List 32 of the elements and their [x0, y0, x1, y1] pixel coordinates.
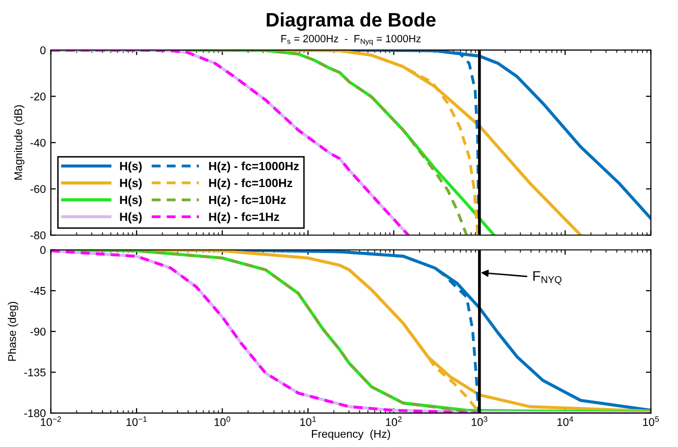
legend-label: H(s) — [120, 178, 142, 190]
legend-label: H(s) — [120, 212, 142, 224]
legend-label: H(z) - fc=1000Hz — [209, 162, 299, 173]
y-tick-label: 0 — [40, 46, 46, 54]
annotation: F$_{NYQ}$ — [533, 271, 562, 285]
y-tick-label: -180 — [24, 409, 46, 418]
y-tick-label: -60 — [30, 185, 46, 193]
x-tick-label: 10$^{4}$ — [557, 416, 574, 426]
y-tick-label: -40 — [30, 138, 46, 147]
y-tick-label: -135 — [24, 368, 46, 376]
x-tick-label: 10$^{5}$ — [643, 416, 659, 426]
x-tick-label: 10$^{0}$ — [214, 416, 230, 426]
y-tick-label: -45 — [30, 287, 46, 295]
x-tick-label: 10$^{3}$ — [472, 416, 488, 426]
legend-label: H(z) - fc=1Hz — [209, 212, 280, 224]
y-axis-title: Phase (deg) — [8, 302, 18, 361]
y-tick-label: -80 — [30, 231, 46, 240]
chart-title: Diagrama de Bode — [266, 12, 436, 31]
x-tick-label: 10$^{2}$ — [386, 416, 402, 426]
x-tick-label: 10$^{−2}$ — [40, 416, 61, 426]
y-tick-label: -90 — [30, 328, 46, 336]
y-axis-title: Magnitude (dB) — [14, 105, 24, 180]
x-tick-label: 10$^{1}$ — [300, 416, 316, 426]
x-axis-title: Frequency (Hz) — [312, 430, 390, 440]
x-tick-label: 10$^{−1}$ — [126, 416, 147, 426]
chart-subtitle: F$_{s}$ = 2000Hz - F$_{Nyq}$ = 1000Hz — [281, 34, 421, 46]
legend-label: H(z) - fc=100Hz — [209, 178, 292, 190]
y-tick-label: 0 — [40, 246, 46, 254]
legend-label: H(z) - fc=10Hz — [209, 195, 286, 206]
legend-label: H(s) — [120, 195, 142, 206]
legend-label: H(s) — [120, 162, 142, 173]
y-tick-label: -20 — [30, 92, 46, 100]
